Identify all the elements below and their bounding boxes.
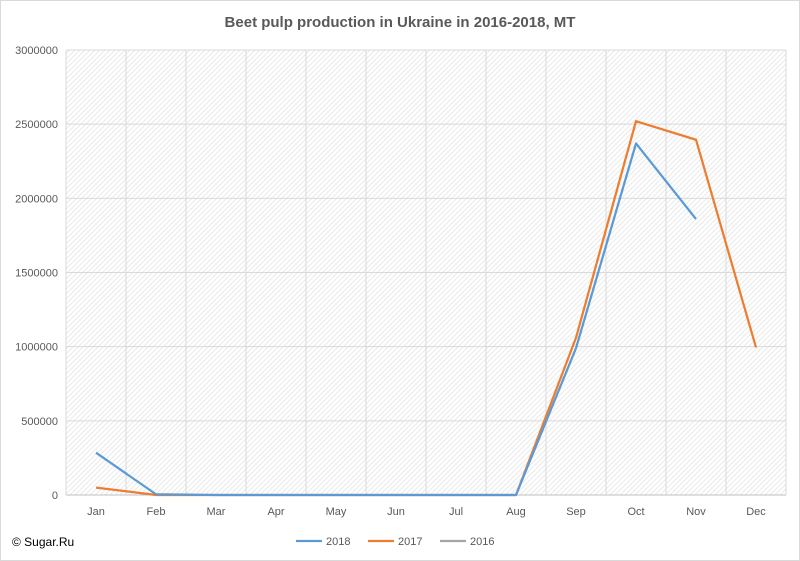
- x-axis: Jan Feb Mar Apr May Jun Jul Aug Sep Oct Nov Dec: [87, 506, 766, 518]
- x-tick-label: Jun: [387, 506, 405, 518]
- x-tick-label: Mar: [207, 506, 226, 518]
- series-group: [95, 120, 758, 497]
- x-tick-label: Jan: [87, 506, 105, 518]
- x-tick-label: Jul: [449, 506, 463, 518]
- y-tick-label: 2000000: [15, 193, 58, 205]
- x-tick-label: Feb: [147, 506, 166, 518]
- chart-title: Beet pulp production in Ukraine in 2016-…: [225, 14, 576, 31]
- x-tick-label: Aug: [506, 506, 526, 518]
- x-tick-label: Oct: [627, 506, 644, 518]
- y-tick-label: 2500000: [15, 119, 58, 131]
- legend-label-2017: 2017: [398, 536, 422, 548]
- x-tick-label: Nov: [686, 506, 706, 518]
- x-tick-label: Apr: [267, 506, 284, 518]
- series-line-2018: [95, 142, 697, 497]
- y-tick-label: 1000000: [15, 342, 58, 354]
- y-tick-label: 0: [52, 490, 58, 502]
- x-tick-label: Dec: [746, 506, 766, 518]
- y-tick-label: 3000000: [15, 45, 58, 57]
- legend-label-2016: 2016: [470, 536, 494, 548]
- grid-lines: [65, 49, 787, 496]
- y-axis: 0 500000 1000000 1500000 2000000 2500000 30000…: [15, 45, 58, 502]
- y-tick-label: 1500000: [15, 268, 58, 280]
- legend-label-2018: 2018: [326, 536, 350, 548]
- copyright-text: © Sugar.Ru: [12, 535, 75, 549]
- y-tick-label: 500000: [21, 416, 58, 428]
- x-tick-label: Sep: [566, 506, 586, 518]
- legend: 2018 2017 2016: [296, 536, 494, 548]
- x-tick-label: May: [326, 506, 347, 518]
